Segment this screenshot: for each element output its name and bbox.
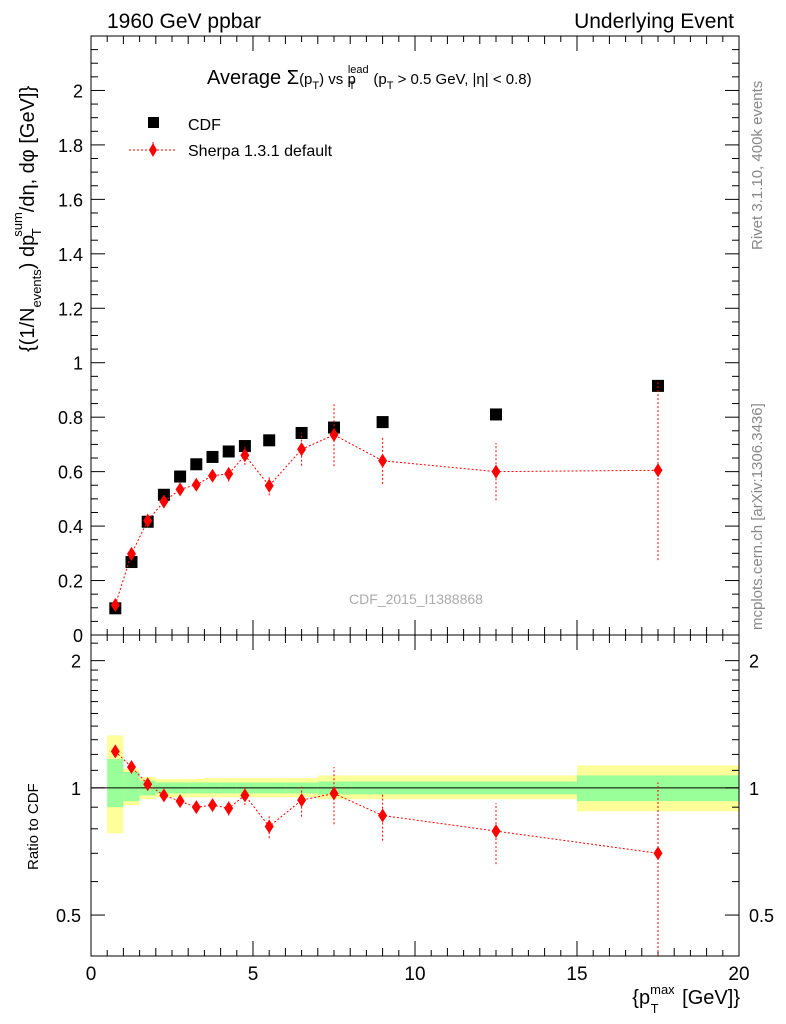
ratio-band-inner (107, 759, 124, 808)
sherpa-marker (175, 482, 185, 497)
cdf-marker (490, 408, 502, 421)
ratio-sherpa-marker (110, 744, 120, 759)
rivet-label: Rivet 3.1.10, 400k events (749, 81, 766, 250)
x-tick-label: 15 (566, 964, 587, 985)
y-tick-label: 1.2 (58, 299, 83, 319)
sherpa-marker (329, 427, 339, 442)
y-tick-label: 0 (73, 626, 83, 646)
main-ylabel: {(1/Nevents) dpsum T/dη, dφ [GeV]} (10, 86, 44, 352)
energy-label: 1960 GeV ppbar (107, 10, 261, 33)
cdf-marker (190, 458, 203, 471)
ratio-y-tick-label: 1 (71, 779, 81, 799)
y-tick-label: 1.8 (58, 136, 83, 156)
ratio-frame (90, 634, 740, 957)
mcplots-label: mcplots.cern.ch [arXiv:1306.3436] (749, 403, 766, 630)
cdf-marker (376, 416, 389, 429)
sherpa-marker (208, 468, 217, 483)
sherpa-marker (127, 546, 136, 561)
y-tick-label: 1 (73, 354, 83, 374)
main-series (109, 379, 664, 615)
ratio-y-tick-label: 2 (71, 652, 81, 672)
sherpa-marker (240, 448, 250, 463)
ratio-y-tick-label: 0.5 (56, 906, 81, 926)
cdf-marker (652, 379, 664, 392)
legend-cdf-marker (148, 117, 159, 128)
ratio-band-inner (123, 772, 140, 802)
sherpa-line (114, 434, 659, 606)
sherpa-marker (378, 453, 388, 468)
ratio-sherpa-marker (297, 793, 307, 808)
y-tick-label: 0.8 (58, 408, 83, 428)
process-label: Underlying Event (574, 10, 734, 33)
cdf-marker (222, 445, 235, 458)
legend-sherpa-marker (149, 143, 157, 157)
ratio-sherpa-marker (264, 819, 274, 834)
x-tick-label: 0 (86, 964, 97, 985)
ratio-ylabel: Ratio to CDF (25, 783, 42, 870)
x-tick-label: 20 (728, 964, 749, 985)
ratio-series (110, 744, 663, 956)
sherpa-marker (264, 478, 274, 493)
ratio-sherpa-marker (208, 798, 217, 813)
analysis-id: CDF_2015_I1388868 (349, 591, 483, 607)
sherpa-marker (297, 442, 307, 457)
main-title: Average Σ(pT) vs plead T (pT > 0.5 GeV, |η… (207, 64, 532, 92)
ratio-sherpa-marker (224, 801, 234, 816)
sherpa-marker (191, 477, 201, 492)
sherpa-marker (491, 464, 501, 479)
ratio-bands (107, 735, 739, 834)
ratio-sherpa-marker (329, 786, 339, 801)
legend-sherpa-label: Sherpa 1.3.1 default (188, 143, 333, 160)
main-panel: 0 0.2 0.4 0.6 0.8 1 1.2 1.4 1.6 1.8 2 Average Σ(pT… (10, 35, 740, 646)
x-tick-label: 5 (248, 964, 259, 985)
ratio-sherpa-marker (175, 794, 185, 809)
legend: CDF Sherpa 1.3.1 default (129, 117, 333, 160)
cdf-marker (238, 440, 251, 453)
legend-cdf-label: CDF (188, 117, 221, 134)
ratio-sherpa-marker (159, 788, 169, 803)
ratio-sherpa-marker (191, 800, 201, 815)
y-tick-label: 2 (73, 81, 83, 101)
ratio-sherpa-marker (240, 788, 250, 803)
sherpa-marker (143, 513, 153, 528)
ratio-sherpa-marker (127, 760, 136, 775)
ratio-sherpa-marker (143, 777, 153, 792)
x-axis-label: {pmax T [GeV]} (632, 982, 740, 1016)
ratio-y-tick-label-right: 1 (749, 779, 759, 799)
ratio-sherpa-marker (491, 824, 501, 839)
cdf-marker (174, 470, 187, 483)
y-tick-label: 0.6 (58, 463, 83, 483)
ratio-y-tick-label-right: 0.5 (749, 906, 774, 926)
ratio-axis-ticks: 0.5 0.51 12 20 5 10 15 20 (56, 635, 774, 985)
sherpa-marker (224, 466, 234, 481)
y-tick-label: 0.4 (58, 517, 83, 537)
cdf-marker (206, 450, 219, 463)
ratio-sherpa-marker (653, 846, 663, 861)
sherpa-marker (653, 463, 663, 478)
main-axis-ticks: 0 0.2 0.4 0.6 0.8 1 1.2 1.4 1.6 1.8 2 (58, 36, 740, 646)
cdf-marker (125, 556, 138, 569)
sherpa-marker (110, 598, 120, 613)
cdf-marker (328, 421, 340, 434)
ratio-y-tick-label-right: 2 (749, 652, 759, 672)
ratio-sherpa-marker (378, 808, 388, 823)
y-tick-label: 0.2 (58, 572, 83, 592)
y-tick-label: 1.4 (58, 245, 83, 265)
ratio-panel: 0.5 0.51 12 20 5 10 15 20 Ratio to CDF (25, 634, 774, 985)
cdf-marker (263, 434, 276, 447)
sherpa-marker (159, 494, 169, 509)
y-tick-label: 1.6 (58, 190, 83, 210)
x-tick-label: 10 (404, 964, 425, 985)
